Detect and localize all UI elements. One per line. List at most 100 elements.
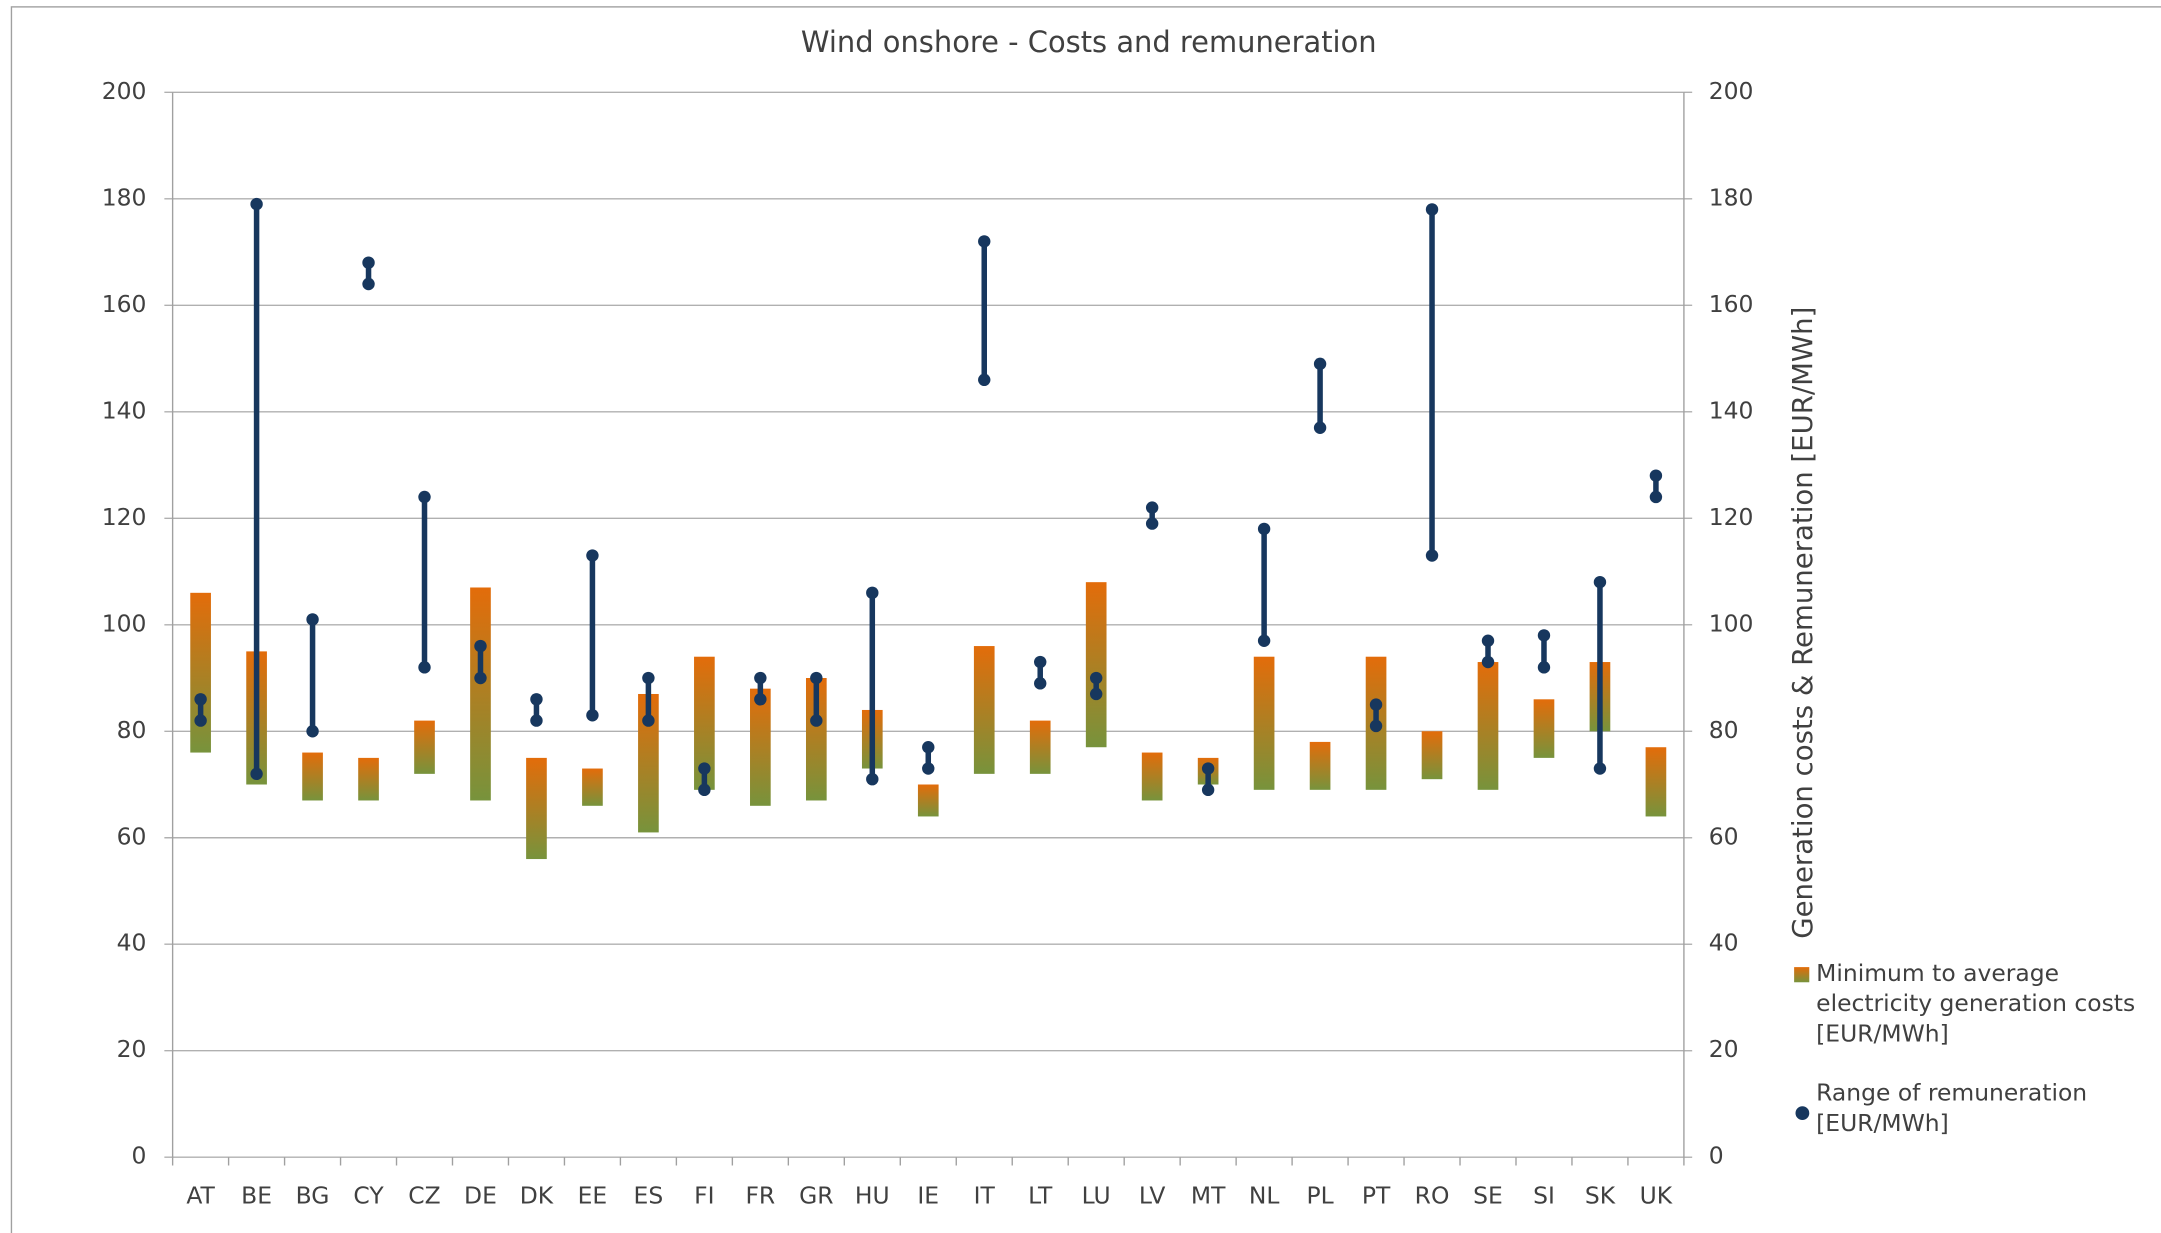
remuneration-max [810, 671, 823, 685]
remuneration-min [418, 661, 431, 674]
legend-entry: Range of remuneration [EUR/MWh] [1816, 1080, 2088, 1138]
cost-bar [1309, 741, 1331, 790]
cost-bar [694, 656, 715, 790]
legend-label: Minimum to average electricity generatio… [1816, 960, 2136, 1049]
remuneration-max [642, 671, 655, 685]
legend-entry: Minimum to average electricity generatio… [1816, 960, 2136, 1049]
y-tick-label: 140 [102, 396, 147, 424]
remuneration-max [1425, 203, 1439, 216]
cost-bar [1421, 731, 1443, 780]
chart-title: Wind onshore - Costs and remuneration [801, 25, 1377, 59]
remuneration-min [1425, 549, 1439, 562]
remuneration-min [1257, 634, 1271, 647]
remuneration-max [1593, 575, 1607, 589]
x-tick-label: HU [855, 1182, 890, 1210]
remuneration-min [1145, 517, 1159, 530]
cost-bar [582, 768, 603, 806]
legend-marker [1795, 1106, 1810, 1121]
y-tick-label: 180 [102, 183, 147, 211]
remuneration-min [810, 714, 823, 727]
x-tick-label: CZ [408, 1182, 440, 1210]
x-tick-label: LV [1139, 1182, 1165, 1210]
x-tick-label: BE [241, 1182, 272, 1210]
remuneration-min [306, 725, 319, 738]
x-tick-label: DE [464, 1182, 497, 1210]
remuneration-min [194, 714, 207, 727]
remuneration-min [586, 709, 599, 722]
remuneration-min [530, 714, 543, 727]
cost-bar [358, 757, 379, 801]
remuneration-min [978, 373, 991, 387]
cost-bar [638, 693, 659, 833]
x-tick-label: RO [1415, 1182, 1450, 1210]
cost-bar [302, 752, 323, 801]
remuneration-max [866, 586, 879, 600]
remuneration-max [754, 671, 767, 685]
remuneration-max [194, 693, 207, 706]
y2-tick-label: 100 [1709, 609, 1754, 637]
x-tick-label: GR [799, 1182, 833, 1210]
legend-swatch [1794, 967, 1810, 983]
remuneration-max [922, 741, 935, 754]
cost-bar [805, 678, 827, 801]
remuneration-max [474, 639, 487, 653]
y2-tick-label: 140 [1709, 396, 1754, 424]
cost-bar [973, 646, 995, 774]
cost-bar [526, 757, 547, 860]
x-tick-label: PT [1362, 1182, 1391, 1210]
x-tick-label: MT [1191, 1182, 1226, 1210]
x-tick-label: UK [1640, 1182, 1673, 1210]
y2-tick-label: 80 [1709, 716, 1739, 744]
y2-tick-label: 180 [1709, 183, 1754, 211]
x-tick-label: BG [296, 1182, 330, 1210]
x-tick-label: SK [1585, 1182, 1616, 1210]
y2-axis-label: Generation costs & Remuneration [EUR/MWh… [1787, 307, 1819, 939]
x-tick-label: AT [186, 1182, 215, 1210]
remuneration-min [754, 693, 767, 706]
remuneration-min [250, 767, 263, 781]
cost-bar [917, 784, 939, 817]
remuneration-max [250, 197, 263, 211]
x-tick-label: SE [1473, 1182, 1503, 1210]
x-tick-label: PL [1307, 1182, 1334, 1210]
y2-tick-label: 120 [1709, 503, 1754, 531]
x-tick-label: FI [694, 1182, 714, 1210]
y2-tick-label: 60 [1709, 822, 1739, 850]
y-tick-label: 40 [117, 929, 147, 957]
remuneration-min [1537, 661, 1551, 674]
y-tick-label: 0 [132, 1142, 147, 1170]
cost-bar [750, 688, 771, 806]
remuneration-max [978, 235, 991, 248]
x-tick-label: NL [1249, 1182, 1280, 1210]
legend-label: Range of remuneration [EUR/MWh] [1816, 1080, 2088, 1138]
remuneration-max [362, 256, 375, 269]
cost-bar [190, 592, 211, 753]
remuneration-min [1201, 783, 1215, 797]
remuneration-min [1313, 421, 1327, 434]
x-tick-label: SI [1533, 1182, 1555, 1210]
x-tick-label: IE [917, 1182, 939, 1210]
y2-tick-label: 200 [1709, 77, 1754, 105]
remuneration-max [1257, 522, 1271, 536]
remuneration-min [1034, 677, 1047, 690]
remuneration-max [1649, 469, 1663, 482]
y2-tick-label: 40 [1709, 929, 1739, 957]
x-tick-label: EE [578, 1182, 608, 1210]
remuneration-max [1313, 357, 1327, 371]
remuneration-min [1481, 655, 1495, 669]
remuneration-min [642, 714, 655, 727]
remuneration-min [922, 762, 935, 775]
y2-tick-label: 160 [1709, 290, 1754, 318]
remuneration-max [1481, 634, 1495, 647]
x-tick-label: DK [520, 1182, 554, 1210]
remuneration-min [1649, 490, 1663, 504]
cost-bar [1645, 747, 1667, 817]
remuneration-max [1089, 671, 1103, 685]
remuneration-min [1089, 687, 1103, 701]
y-tick-label: 160 [102, 290, 147, 318]
remuneration-max [1369, 698, 1383, 711]
remuneration-max [306, 613, 319, 626]
x-tick-label: CY [353, 1182, 384, 1210]
cost-bar [1477, 662, 1499, 790]
